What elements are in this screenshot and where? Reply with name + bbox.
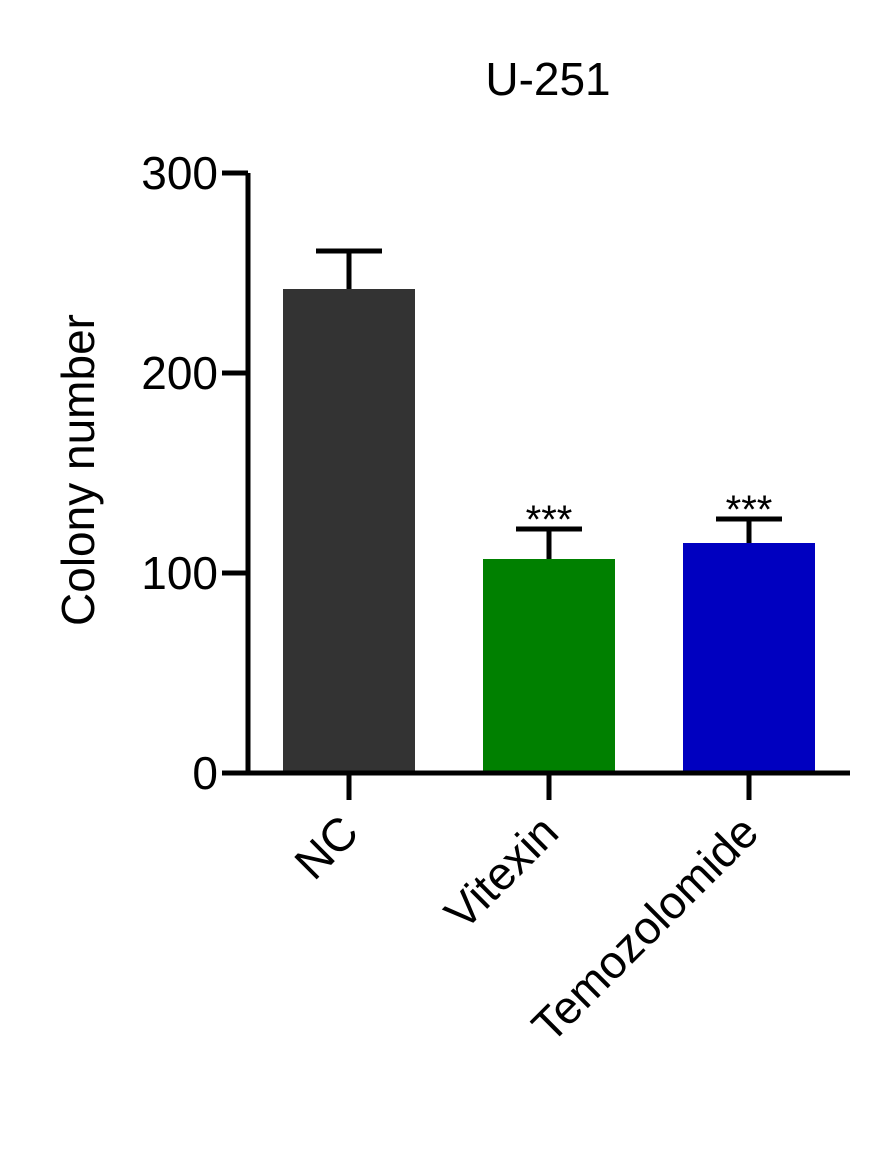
y-ticks-group: 0 100 200 300 xyxy=(141,147,248,799)
bar-vitexin xyxy=(483,559,615,773)
significance-group: *** *** xyxy=(526,488,773,542)
y-tick-label-100: 100 xyxy=(141,547,218,599)
chart-title: U-251 xyxy=(485,53,610,105)
y-tick-label-300: 300 xyxy=(141,147,218,199)
bars-group xyxy=(283,289,815,773)
x-tick-label-nc: NC xyxy=(284,805,368,889)
y-axis-label: Colony number xyxy=(52,314,104,626)
error-bars-group xyxy=(316,248,782,559)
y-tick-label-200: 200 xyxy=(141,347,218,399)
bar-temozolomide xyxy=(683,543,815,773)
x-tick-label-vitexin: Vitexin xyxy=(434,805,568,939)
y-tick-label-0: 0 xyxy=(192,747,218,799)
bar-nc xyxy=(283,289,415,773)
significance-label-vitexin: *** xyxy=(526,498,573,542)
significance-label-temozolomide: *** xyxy=(726,488,773,532)
